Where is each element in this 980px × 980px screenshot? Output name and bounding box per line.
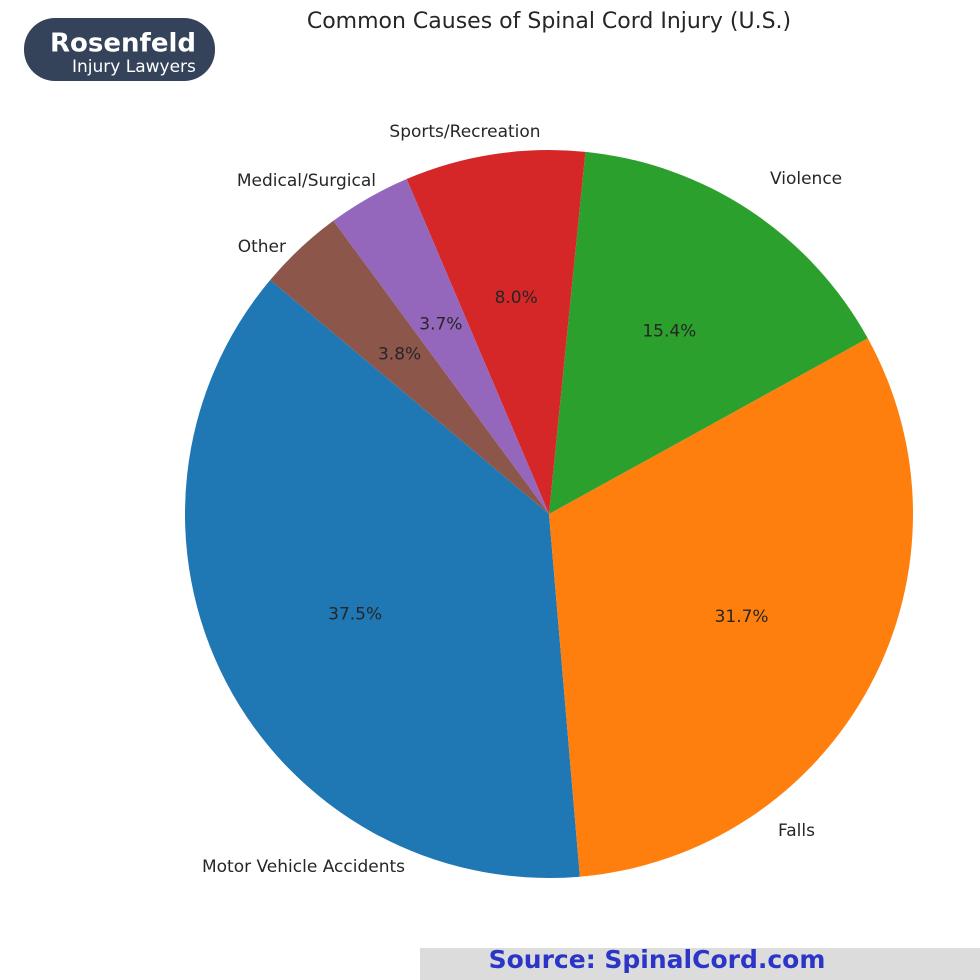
logo-tagline: Injury Lawyers <box>72 57 196 77</box>
logo: Rosenfeld Injury Lawyers <box>24 18 215 81</box>
chart-title: Common Causes of Spinal Cord Injury (U.S… <box>307 9 791 34</box>
logo-name: Rosenfeld <box>50 29 196 59</box>
pie-slice <box>270 220 549 514</box>
slice-label: Sports/Recreation <box>389 122 540 142</box>
pie-slice <box>549 151 868 514</box>
source-bar <box>420 948 980 980</box>
value-label: 3.7% <box>419 314 462 334</box>
pie-slice <box>185 280 580 879</box>
pie-slice <box>406 150 586 514</box>
source: Source: SpinalCord.com <box>489 945 826 974</box>
slice-label: Motor Vehicle Accidents <box>202 857 405 877</box>
value-label: 15.4% <box>642 322 696 342</box>
value-label: 37.5% <box>328 605 382 625</box>
pie: 37.5% Motor Vehicle Accidents 31.7% Falls 15… <box>185 122 914 879</box>
value-label: 8.0% <box>495 288 538 308</box>
slice-label: Violence <box>770 169 842 189</box>
pie-slice <box>549 338 914 877</box>
value-label: 3.8% <box>378 345 421 365</box>
logo-badge <box>24 18 215 81</box>
pie-slice <box>333 179 549 514</box>
slice-label: Medical/Surgical <box>237 171 376 191</box>
slice-label: Falls <box>778 821 815 841</box>
value-label: 31.7% <box>715 607 769 627</box>
slice-label: Other <box>238 237 286 257</box>
